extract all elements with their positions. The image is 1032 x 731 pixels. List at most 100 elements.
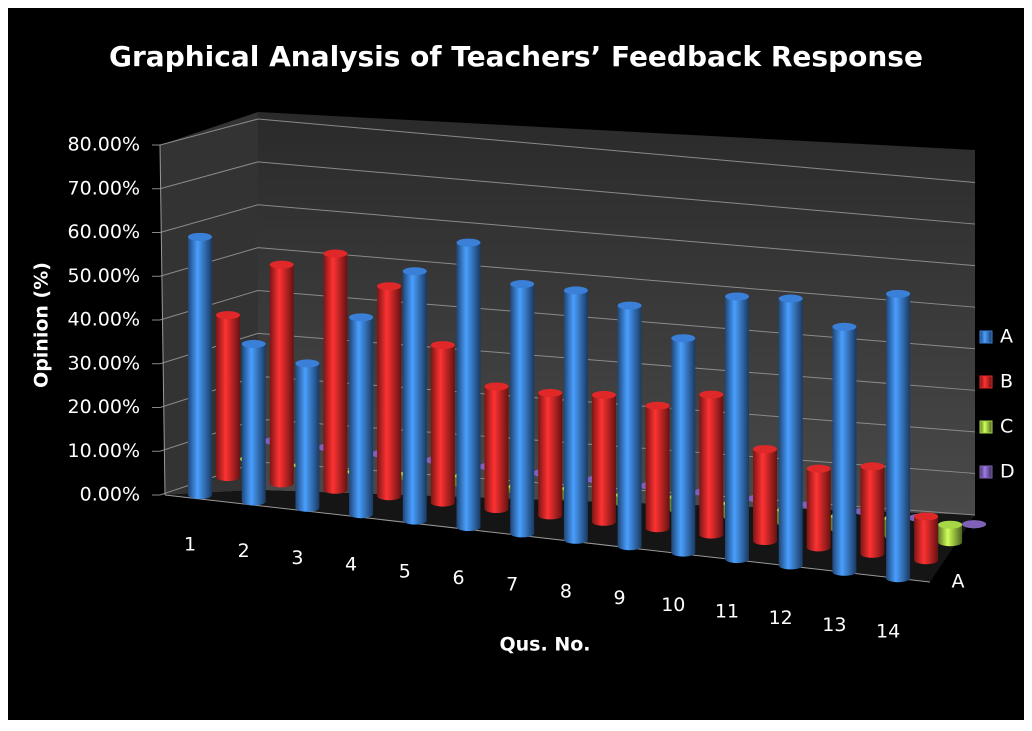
bar-top xyxy=(484,382,509,391)
y-tick-label: 50.00% xyxy=(68,265,140,287)
bar-top xyxy=(699,390,724,399)
x-tick-label: 10 xyxy=(661,594,685,616)
legend-label: B xyxy=(1000,371,1013,393)
x-tick-label: 8 xyxy=(560,580,572,602)
bar-top xyxy=(860,462,885,471)
bar xyxy=(430,345,455,503)
bar-top xyxy=(938,520,963,529)
grid-line xyxy=(159,204,976,267)
y-tick-label: 10.00% xyxy=(68,440,140,462)
chart-title: Graphical Analysis of Teachers’ Feedback… xyxy=(109,40,923,73)
x-axis-title: Qus. No. xyxy=(500,634,591,656)
bar xyxy=(484,386,509,509)
bar-top xyxy=(269,260,294,269)
bar xyxy=(538,392,563,516)
x-tick-label: 2 xyxy=(238,540,250,562)
x-tick-label: 6 xyxy=(452,567,464,589)
bar-top xyxy=(510,280,535,289)
y-tick-label: 30.00% xyxy=(68,352,140,374)
bar-top xyxy=(456,238,481,247)
bar xyxy=(295,363,320,508)
bar xyxy=(216,315,240,477)
legend-swatch xyxy=(979,465,993,479)
depth-tick-label: A xyxy=(952,571,965,593)
bar-top xyxy=(216,311,240,320)
x-tick-label: 3 xyxy=(291,547,303,569)
x-tick-label: 5 xyxy=(399,560,411,582)
bar-top xyxy=(402,267,427,276)
bar xyxy=(886,293,911,579)
bar-top xyxy=(430,341,455,350)
y-tick-label: 60.00% xyxy=(68,221,140,243)
bar xyxy=(645,405,670,529)
bar xyxy=(725,296,749,559)
bar xyxy=(269,264,294,484)
legend-label: D xyxy=(1000,461,1015,483)
bar-top xyxy=(563,286,588,295)
bar-top xyxy=(962,520,987,529)
y-axis xyxy=(159,144,166,496)
x-tick-label: 7 xyxy=(506,574,518,596)
bar-top xyxy=(914,512,939,521)
y-tick-label: 70.00% xyxy=(68,177,140,199)
bar xyxy=(671,338,696,553)
bar-top xyxy=(617,301,642,310)
x-tick-label: 14 xyxy=(876,621,900,643)
bar-top xyxy=(295,359,320,368)
bar xyxy=(241,343,266,502)
bar-top xyxy=(832,322,857,331)
bar-top xyxy=(886,289,911,298)
y-tick-label: 0.00% xyxy=(80,484,140,506)
x-tick-label: 12 xyxy=(769,607,793,629)
legend-label: C xyxy=(1000,416,1013,438)
bar-top xyxy=(538,388,563,397)
bar xyxy=(402,271,427,521)
bar xyxy=(778,298,803,566)
bar xyxy=(323,253,348,490)
grid-line xyxy=(159,118,976,183)
bar-top xyxy=(645,401,670,410)
y-tick-label: 20.00% xyxy=(68,396,140,418)
bar xyxy=(806,468,831,548)
bar-top xyxy=(725,292,749,301)
bar xyxy=(591,394,616,522)
grid-line xyxy=(159,161,976,225)
bar xyxy=(753,449,777,541)
x-tick-label: 4 xyxy=(345,554,357,576)
bar xyxy=(349,317,374,515)
y-tick-label: 40.00% xyxy=(68,309,140,331)
bar-top xyxy=(806,464,831,473)
x-tick-label: 9 xyxy=(614,587,626,609)
y-tick-label: 80.00% xyxy=(68,134,140,156)
bar xyxy=(914,516,939,561)
x-tick-label: 11 xyxy=(715,601,739,623)
bar xyxy=(377,286,402,497)
legend-label: A xyxy=(1000,326,1013,348)
bar-top xyxy=(591,390,616,399)
bar xyxy=(188,236,212,495)
bar xyxy=(938,524,963,543)
bar xyxy=(699,394,724,535)
bar xyxy=(510,284,535,534)
legend-swatch xyxy=(979,375,993,389)
bar-top xyxy=(323,249,348,258)
bar-top xyxy=(671,334,696,343)
bar xyxy=(563,290,588,540)
bar-top xyxy=(778,294,803,303)
bar-top xyxy=(349,313,374,322)
bar-top xyxy=(753,445,777,454)
x-tick-label: 13 xyxy=(822,614,846,636)
x-axis xyxy=(164,494,931,583)
bar-top xyxy=(241,339,266,348)
legend-swatch xyxy=(979,330,993,344)
x-tick-label: 1 xyxy=(184,534,196,556)
bar-top xyxy=(188,232,212,241)
bar xyxy=(617,305,642,547)
bar-top xyxy=(377,282,402,291)
legend-swatch xyxy=(979,420,993,434)
bar xyxy=(832,326,857,572)
y-axis-title: Opinion (%) xyxy=(31,262,53,388)
bar xyxy=(456,242,481,527)
